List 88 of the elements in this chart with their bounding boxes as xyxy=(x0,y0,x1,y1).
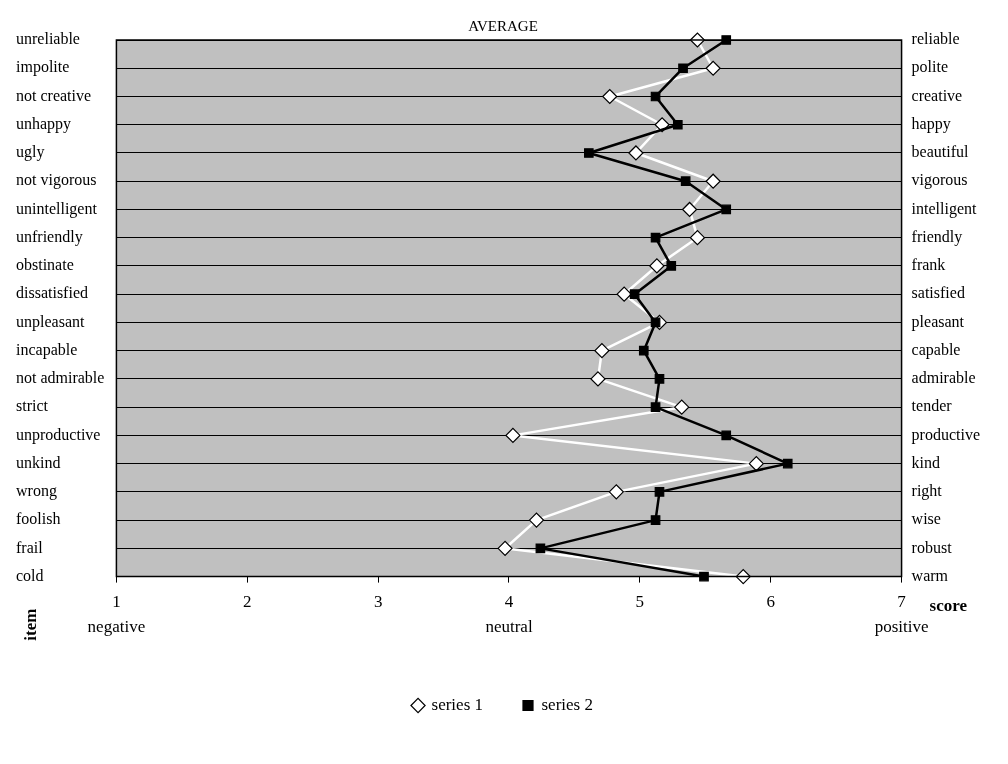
y2-tick-label: pleasant xyxy=(911,312,965,331)
x-tick-label: 5 xyxy=(635,592,645,612)
point xyxy=(629,289,640,300)
y-tick-label: impolite xyxy=(16,58,70,77)
point xyxy=(654,374,665,384)
point xyxy=(681,201,698,218)
point xyxy=(748,456,764,472)
point xyxy=(602,88,618,105)
x-tick-label: 6 xyxy=(766,592,775,612)
text: positive xyxy=(874,616,929,636)
y-tick-label: not admirable xyxy=(16,369,105,387)
point xyxy=(689,230,706,246)
y-tick-label: unproductive xyxy=(16,425,101,444)
legend-label: series 1 xyxy=(431,694,484,714)
y-tick-label: foolish xyxy=(16,510,61,528)
y-tick-label: obstinate xyxy=(16,256,74,274)
y2-tick-label: admirable xyxy=(911,369,976,387)
y-tick-label: frail xyxy=(16,538,44,556)
y2-tick-label: creative xyxy=(911,86,963,104)
x-tick-label: 2 xyxy=(243,592,252,612)
y2-tick-label: friendly xyxy=(911,227,963,246)
y2-tick-label: polite xyxy=(911,58,949,77)
point xyxy=(672,119,683,130)
y2-tick-label: right xyxy=(911,482,943,501)
y2-tick-label: capable xyxy=(911,340,961,359)
y-tick-label: unhappy xyxy=(16,114,72,133)
y-tick-label: not vigorous xyxy=(16,171,97,190)
point xyxy=(590,371,606,387)
y2-tick-label: tender xyxy=(911,397,953,415)
y2-tick-label: robust xyxy=(911,538,953,556)
point xyxy=(721,204,732,215)
y2-tick-label: vigorous xyxy=(911,171,968,190)
point xyxy=(650,515,661,525)
point xyxy=(505,427,521,443)
point xyxy=(535,543,546,554)
point xyxy=(678,63,688,74)
point xyxy=(650,232,661,243)
point xyxy=(628,145,644,161)
y-tick-label: not creative xyxy=(16,86,92,104)
point xyxy=(650,402,661,412)
y-tick-label: unfriendly xyxy=(16,227,83,246)
y2-tick-label: happy xyxy=(911,114,951,133)
point xyxy=(705,60,721,76)
chart-title: AVERAGE xyxy=(468,17,538,34)
point xyxy=(497,540,513,556)
y2-tick-label: intelligent xyxy=(911,199,978,218)
point xyxy=(721,430,732,441)
x-axis-title: score xyxy=(929,596,968,616)
y-tick-label: incapable xyxy=(16,340,78,359)
y2-tick-label: warm xyxy=(911,566,949,584)
y2-tick-label: productive xyxy=(911,425,980,444)
y-tick-label: unpleasant xyxy=(16,312,85,331)
text: neutral xyxy=(485,616,533,636)
point xyxy=(654,487,665,497)
point xyxy=(735,569,751,585)
legend-label: series 2 xyxy=(541,694,593,714)
y2-tick-label: reliable xyxy=(911,30,960,48)
x-tick-label: 1 xyxy=(112,592,121,612)
point xyxy=(594,343,610,359)
point xyxy=(583,148,594,158)
point xyxy=(616,286,632,302)
y2-tick-label: kind xyxy=(911,453,941,471)
point xyxy=(528,512,545,528)
point xyxy=(782,458,793,469)
y2-tick-label: wise xyxy=(911,510,941,528)
point xyxy=(674,399,690,415)
point xyxy=(638,345,649,356)
x-tick-label: 4 xyxy=(504,592,514,612)
x-tick-label: 3 xyxy=(373,592,383,612)
y2-tick-label: satisfied xyxy=(911,284,965,302)
x-tick-label: 7 xyxy=(897,592,907,612)
y-tick-label: strict xyxy=(16,397,49,415)
y2-tick-label: beautiful xyxy=(911,143,969,161)
point xyxy=(705,173,721,189)
y-tick-label: dissatisfied xyxy=(16,284,88,302)
point xyxy=(666,261,677,271)
y-tick-label: unkind xyxy=(16,453,61,471)
point xyxy=(680,176,691,187)
point xyxy=(608,484,624,500)
y-tick-label: cold xyxy=(16,566,44,584)
y-axis-title: item xyxy=(21,608,41,641)
y-tick-label: unreliable xyxy=(16,30,80,48)
text: negative xyxy=(87,616,146,636)
y-tick-label: wrong xyxy=(16,482,57,501)
y2-tick-label: frank xyxy=(911,256,946,274)
y-tick-label: unintelligent xyxy=(16,199,98,218)
y-tick-label: ugly xyxy=(16,143,45,162)
point xyxy=(649,258,665,274)
